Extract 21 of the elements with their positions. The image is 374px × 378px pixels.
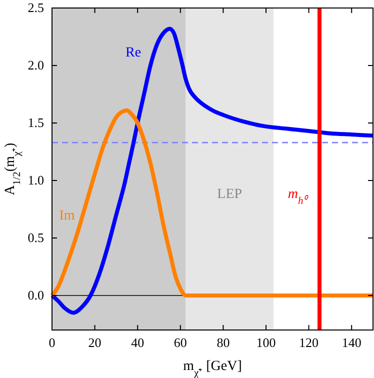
x-tick-label: 80 [216,335,230,350]
series-label: Re [126,45,142,60]
ref-line-label: m$_{h⁰}$ [288,186,310,206]
x-tick-label: 40 [131,335,144,350]
y-tick-label: 1.5 [28,115,44,130]
y-tick-label: 0.0 [28,288,44,303]
line-series [50,108,374,298]
line-series [50,26,374,315]
x-axis-title: m$_{χ̃⁺}$ [GeV] [183,359,242,378]
y-tick-label: 0.5 [28,230,44,246]
y-tick-label: 2.5 [28,0,44,16]
y-tick-label: 1.0 [28,172,44,188]
y-tick-label: 2.0 [28,58,44,73]
series-label: Im [59,208,75,224]
x-tick-label: 20 [88,335,102,350]
x-tick-label: 0 [48,335,56,350]
x-tick-label: 60 [174,335,187,350]
band-label: LEP [217,186,242,202]
x-tick-label: 120 [299,335,319,350]
x-tick-label: 100 [256,335,276,350]
x-tick-label: 140 [342,335,362,350]
